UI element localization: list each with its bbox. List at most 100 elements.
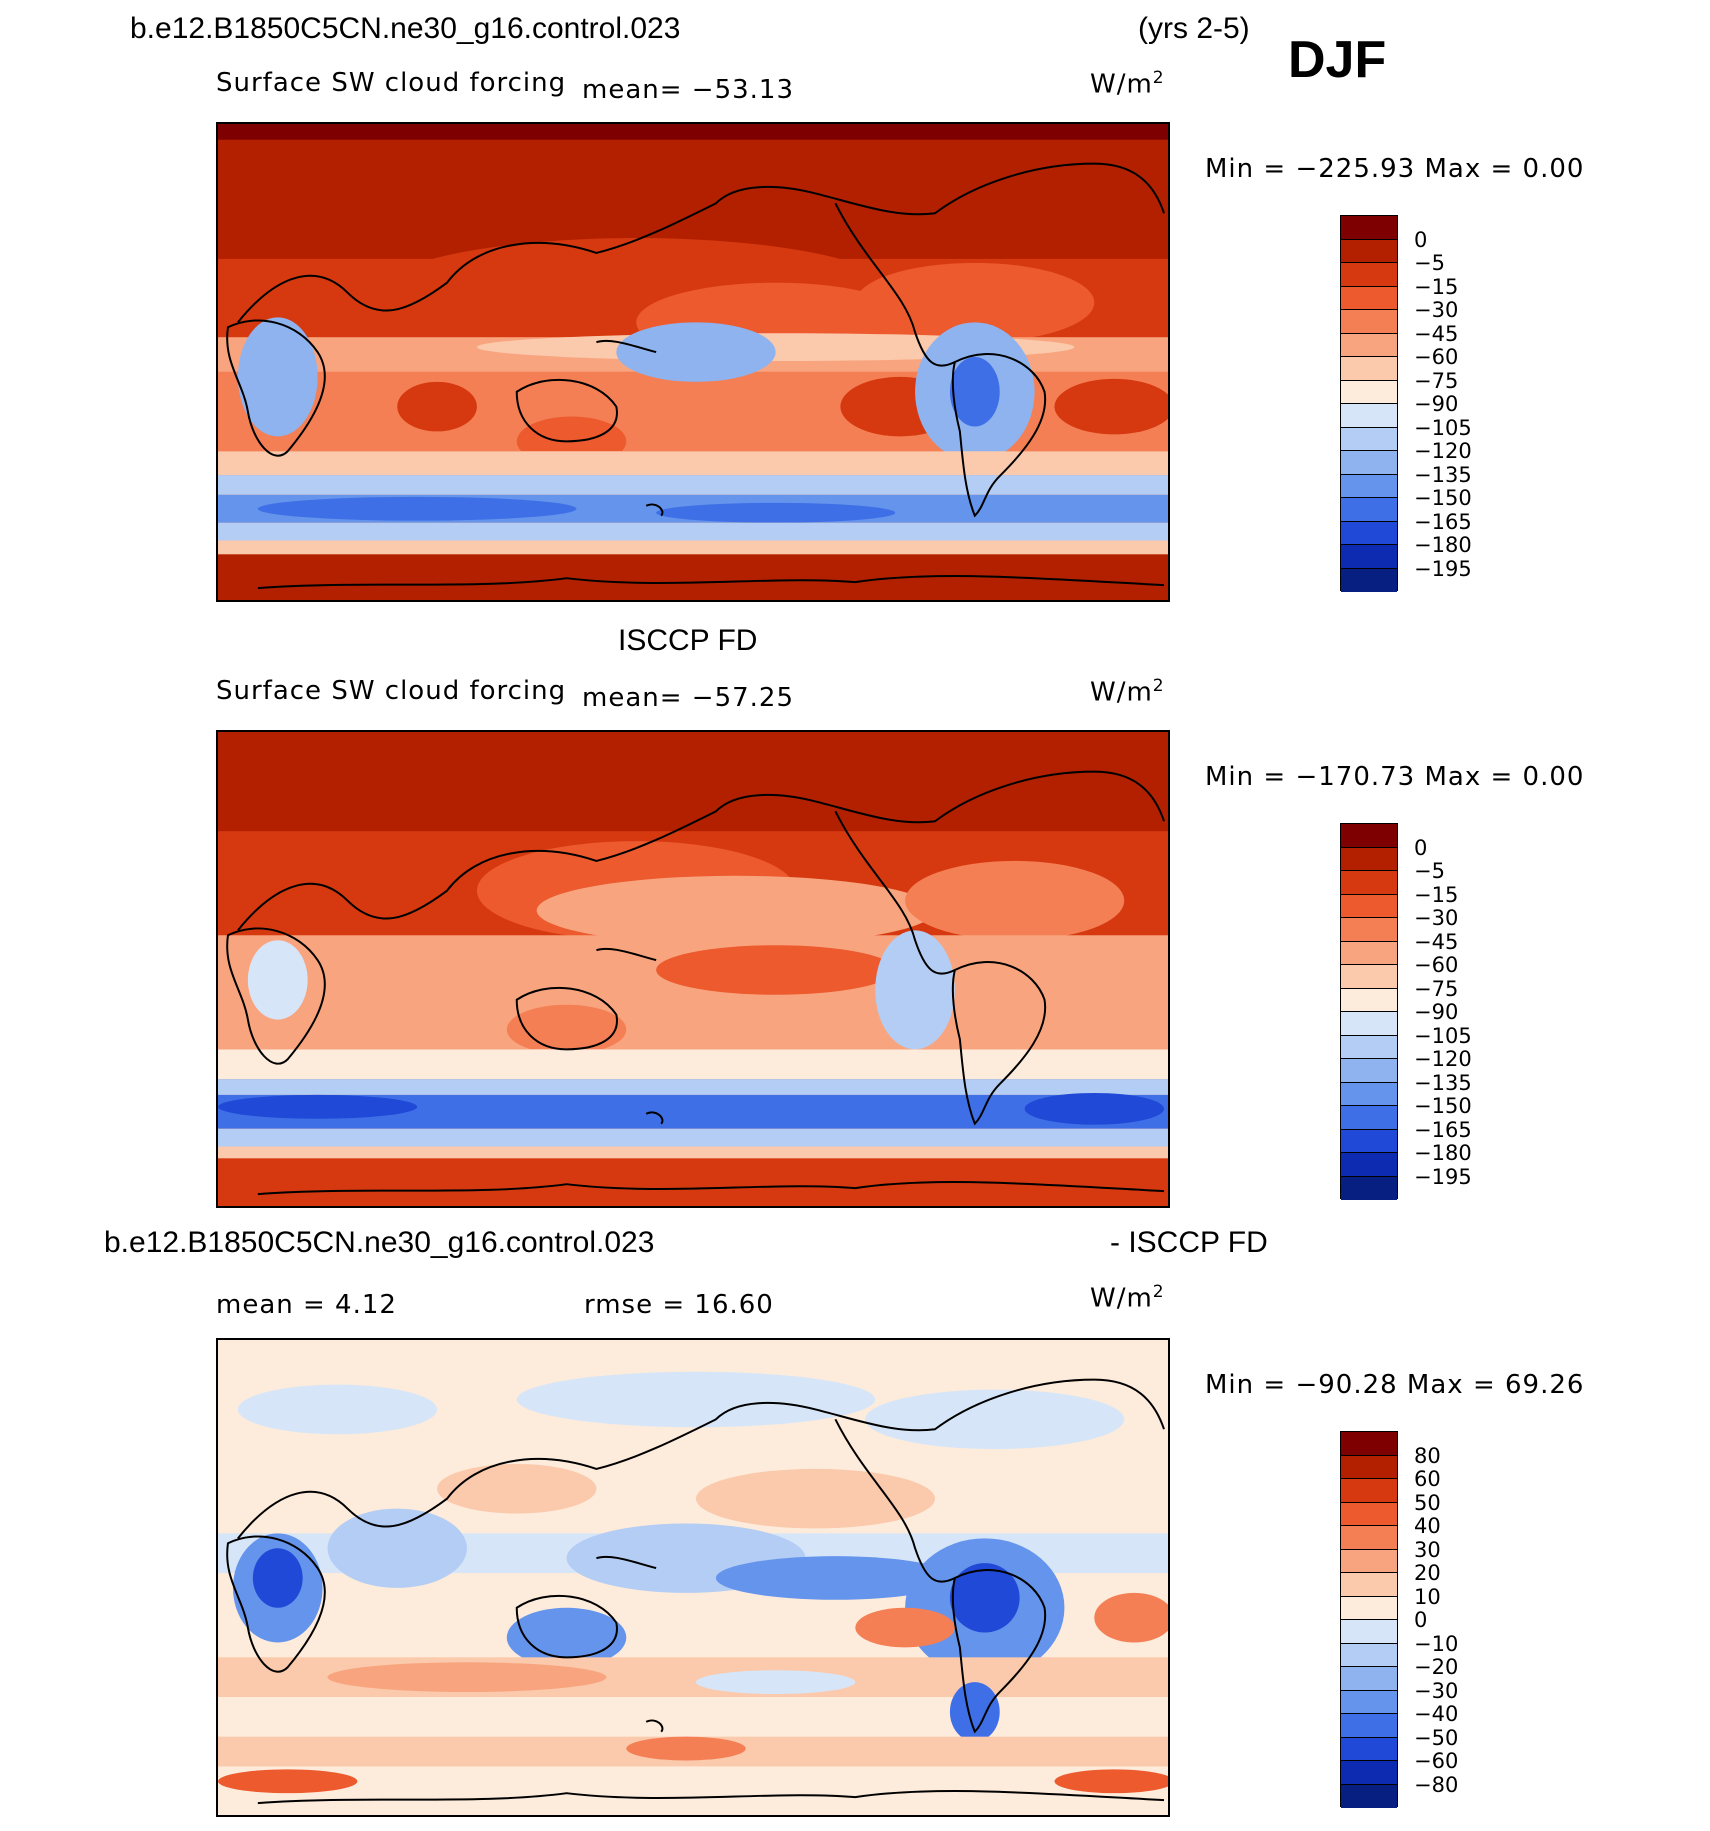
panel-1-colorbar-swatch [1341,427,1397,451]
panel-2-colorbar-tick: −90 [1414,1000,1459,1024]
panel-2-colorbar-swatch [1341,847,1397,871]
panel-2-colorbar-swatch [1341,1035,1397,1059]
panel-2-colorbar-swatch [1341,1106,1397,1130]
panel-2-units: W/m2 [1090,676,1165,708]
season-label: DJF [1288,31,1387,89]
panel-1-colorbar-tick: −90 [1414,392,1459,416]
panel-1-colorbar-tick: −105 [1414,416,1472,440]
panel-3-map [216,1338,1170,1817]
panel-3-colorbar-tick: −40 [1414,1702,1459,1726]
panel-3-colorbar-tick: 50 [1414,1491,1441,1515]
panel-3-colorbar-tick: −10 [1414,1632,1459,1656]
panel-3-colorbar-swatch [1341,1761,1397,1785]
panel-1-colorbar-swatch [1341,239,1397,263]
panel-2-mean: mean= −57.25 [582,683,795,713]
panel-2-colorbar-swatch [1341,1059,1397,1083]
panel-1-colorbar-swatch [1341,286,1397,310]
panel-1-mean: mean= −53.13 [582,75,795,105]
panel-3-units: W/m2 [1090,1282,1165,1314]
panel-2-map [216,730,1170,1208]
panel-2-minmax: Min = −170.73 Max = 0.00 [1205,762,1585,792]
panel-3-colorbar-swatch [1341,1455,1397,1479]
panel-2-map-field [218,732,1168,1206]
panel-1-colorbar-swatch [1341,263,1397,287]
panel-2-colorbar-swatch [1341,824,1397,848]
panel-3-colorbar-swatch [1341,1643,1397,1667]
panel-2-colorbar-tick: −15 [1414,883,1459,907]
panel-2-colorbar-tick: −120 [1414,1047,1472,1071]
panel-2-colorbar-swatch [1341,988,1397,1012]
panel-1-colorbar-tick: −15 [1414,275,1459,299]
panel-2-colorbar-swatch [1341,965,1397,989]
panel-3-colorbar-tick: 0 [1414,1608,1428,1632]
panel-3-colorbar-tick: −50 [1414,1726,1459,1750]
panel-3-colorbar-tick: 40 [1414,1514,1441,1538]
panel-3-colorbar-swatch [1341,1737,1397,1761]
panel-1-colorbar-tick: −195 [1414,557,1472,581]
panel-3-colorbar-swatch [1341,1620,1397,1644]
panel-3-minmax: Min = −90.28 Max = 69.26 [1205,1370,1585,1400]
panel-3-colorbar-swatch [1341,1526,1397,1550]
panel-3-title-right: - ISCCP FD [1110,1226,1268,1259]
panel-1-colorbar-tick: −5 [1414,251,1445,275]
panel-2-colorbar-tick: −45 [1414,930,1459,954]
panel-1-colorbar-swatch [1341,474,1397,498]
panel-1-colorbar-swatch [1341,545,1397,569]
panel-2-colorbar-swatch [1341,1012,1397,1036]
panel-3-colorbar [1340,1431,1398,1808]
panel-1-colorbar-swatch [1341,404,1397,428]
panel-2-colorbar-tick: −195 [1414,1165,1472,1189]
panel-1-colorbar-tick: −150 [1414,486,1472,510]
panel-3-colorbar-swatch [1341,1502,1397,1526]
panel-2-colorbar-swatch [1341,1082,1397,1106]
panel-2-colorbar [1340,823,1398,1200]
panel-3-colorbar-tick: 30 [1414,1538,1441,1562]
panel-2-field-label: Surface SW cloud forcing [216,676,567,706]
panel-3-colorbar-tick: −20 [1414,1655,1459,1679]
panel-1-colorbar-tick: −120 [1414,439,1472,463]
panel-2-colorbar-swatch [1341,1153,1397,1177]
panel-2-colorbar-tick: −5 [1414,859,1445,883]
panel-2-colorbar-swatch [1341,1129,1397,1153]
panel-1-colorbar-tick: −30 [1414,298,1459,322]
panel-1-colorbar-tick: 0 [1414,228,1428,252]
case-title: b.e12.B1850C5CN.ne30_g16.control.023 [130,12,681,45]
panel-1-map [216,122,1170,602]
panel-3-colorbar-swatch [1341,1549,1397,1573]
panel-2-colorbar-tick: −105 [1414,1024,1472,1048]
panel-1-colorbar-swatch [1341,568,1397,592]
panel-3-mean: mean = 4.12 [216,1290,397,1320]
panel-1-colorbar-swatch [1341,333,1397,357]
panel-1-field-label: Surface SW cloud forcing [216,68,567,98]
panel-2-colorbar-tick: −165 [1414,1118,1472,1142]
panel-2-colorbar-tick: −75 [1414,977,1459,1001]
panel-1-colorbar-tick: −45 [1414,322,1459,346]
panel-3-colorbar-tick: 10 [1414,1585,1441,1609]
panel-3-colorbar-tick: −60 [1414,1749,1459,1773]
panel-1-map-field [218,124,1168,600]
panel-2-colorbar-tick: −30 [1414,906,1459,930]
panel-1-colorbar-tick: −165 [1414,510,1472,534]
panel-2-colorbar-swatch [1341,871,1397,895]
panel-1-colorbar-tick: −60 [1414,345,1459,369]
panel-2-colorbar-swatch [1341,918,1397,942]
panel-1-colorbar-tick: −135 [1414,463,1472,487]
panel-3-rmse: rmse = 16.60 [584,1290,774,1320]
panel-2-colorbar-tick: −180 [1414,1141,1472,1165]
panel-3-colorbar-swatch [1341,1479,1397,1503]
panel-3-colorbar-tick: 80 [1414,1444,1441,1468]
panel-1-units: W/m2 [1090,68,1165,100]
panel-1-colorbar-swatch [1341,380,1397,404]
panel-1-colorbar-swatch [1341,310,1397,334]
panel-1-colorbar-swatch [1341,521,1397,545]
panel-2-colorbar-tick: −135 [1414,1071,1472,1095]
panel-1-minmax: Min = −225.93 Max = 0.00 [1205,154,1585,184]
panel-2-colorbar-swatch [1341,1176,1397,1200]
panel-3-colorbar-tick: −30 [1414,1679,1459,1703]
panel-3-colorbar-swatch [1341,1596,1397,1620]
panel-1-colorbar-swatch [1341,451,1397,475]
panel-1-colorbar-tick: −180 [1414,533,1472,557]
panel-2-title: ISCCP FD [618,624,758,657]
panel-3-colorbar-swatch [1341,1690,1397,1714]
panel-1-colorbar [1340,215,1398,592]
